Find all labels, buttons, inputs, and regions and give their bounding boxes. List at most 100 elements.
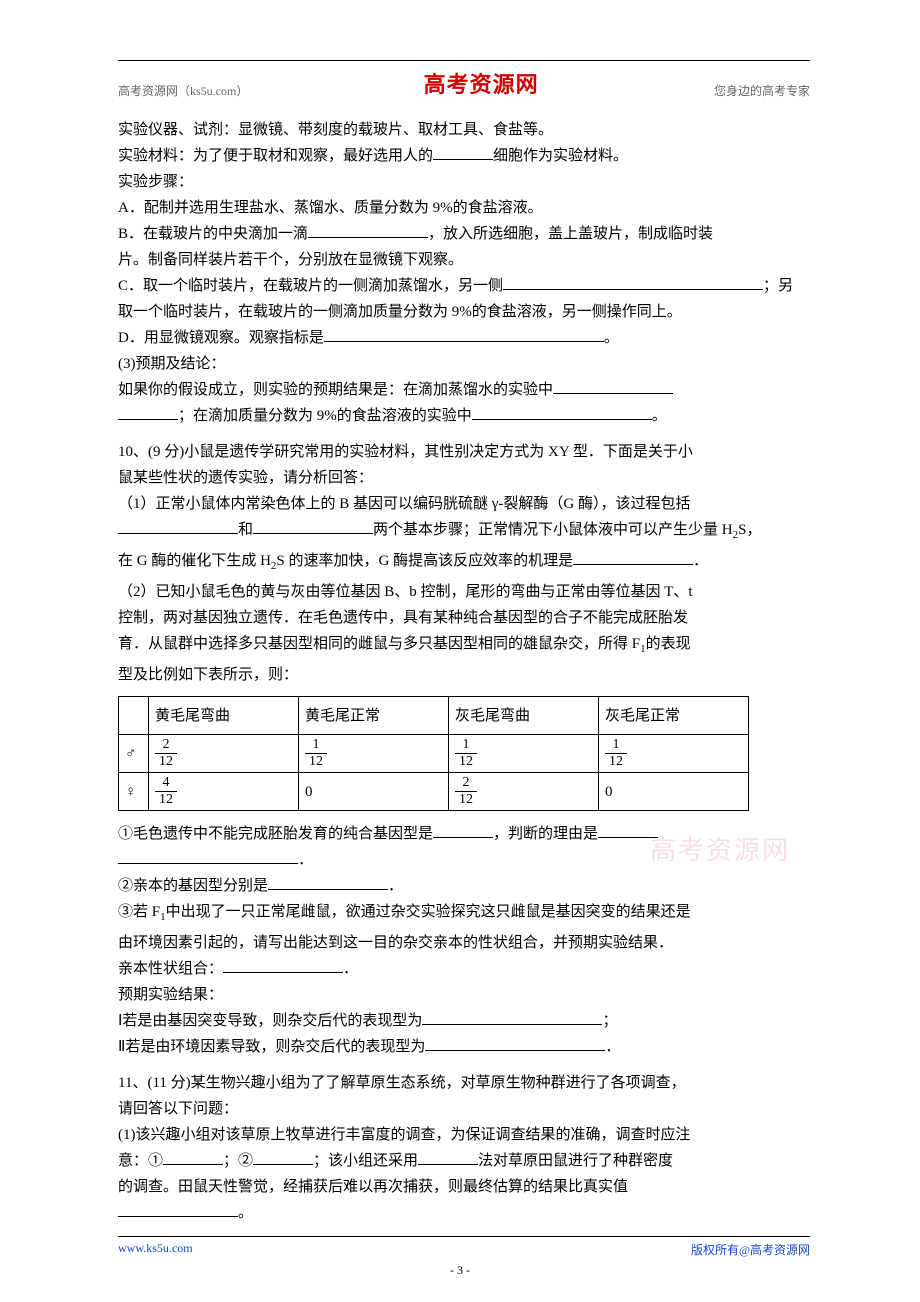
q10-part2-line2: 控制，两对基因独立遗传．在毛色遗传中，具有某种纯合基因型的合子不能完成胚胎发 xyxy=(118,605,810,631)
q10-sub3-line1: ③若 F1中出现了一只正常尾雌鼠，欲通过杂交实验探究这只雌鼠是基因突变的结果还是 xyxy=(118,899,810,930)
text: 育．从鼠群中选择多只基因型相同的雌鼠与多只基因型相同的雄鼠杂交，所得 F xyxy=(118,636,640,652)
text: 和 xyxy=(238,522,253,538)
q10-sub1-line1: ①毛色遗传中不能完成胚胎发育的纯合基因型是 ，判断的理由是 xyxy=(118,821,810,847)
text: Ⅰ若是由基因突变导致，则杂交后代的表现型为 xyxy=(118,1013,422,1029)
text: ． xyxy=(693,553,708,569)
q10-intro-line2: 鼠某些性状的遗传实验，请分析回答： xyxy=(118,465,810,491)
cell: 0 xyxy=(299,773,449,811)
text: ；该小组还采用 xyxy=(313,1153,418,1169)
line-instruments: 实验仪器、试剂：显微镜、带刻度的载玻片、取材工具、食盐等。 xyxy=(118,117,810,143)
blank xyxy=(433,144,493,160)
expected-line2: ；在滴加质量分数为 9%的食盐溶液的实验中 。 xyxy=(118,403,810,429)
text: 。 xyxy=(604,330,619,346)
frac-den: 12 xyxy=(155,754,177,769)
blank xyxy=(118,848,298,864)
page-number: - 3 - xyxy=(0,1263,920,1278)
q10-sub3-line3: 亲本性状组合：． xyxy=(118,956,810,982)
step-c-line1: C．取一个临时装片，在载玻片的一侧滴加蒸馏水，另一侧 ；另 xyxy=(118,273,810,299)
text: ． xyxy=(388,878,403,894)
text: C．取一个临时装片，在载玻片的一侧滴加蒸馏水，另一侧 xyxy=(118,278,503,294)
table-header: 黄毛尾弯曲 xyxy=(149,697,299,735)
text: ，判断的理由是 xyxy=(493,826,598,842)
table-header: 灰毛尾弯曲 xyxy=(449,697,599,735)
q10-II: Ⅱ若是由环境因素导致，则杂交后代的表现型为． xyxy=(118,1034,810,1060)
frac-den: 12 xyxy=(305,754,327,769)
table-header: 灰毛尾正常 xyxy=(599,697,749,735)
text: ． xyxy=(343,961,358,977)
frac-num: 1 xyxy=(605,738,627,754)
text: 细胞作为实验材料。 xyxy=(493,148,628,164)
table-header-blank xyxy=(119,697,149,735)
text: 两个基本步骤；正常情况下小鼠体液中可以产生少量 H xyxy=(373,522,733,538)
row-label-male: ♂ xyxy=(119,735,149,773)
table-row-male: ♂ 212 112 112 112 xyxy=(119,735,749,773)
q11-1-line2: 意：①；②；该小组还采用法对草原田鼠进行了种群密度 xyxy=(118,1148,810,1174)
text: 实验材料：为了便于取材和观察，最好选用人的 xyxy=(118,148,433,164)
q10-sub3-line2: 由环境因素引起的，请写出能达到这一目的杂交亲本的性状组合，并预期实验结果． xyxy=(118,930,810,956)
line-steps-heading: 实验步骤： xyxy=(118,169,810,195)
cell: 112 xyxy=(299,735,449,773)
cell: 0 xyxy=(599,773,749,811)
blank xyxy=(425,1035,605,1051)
expected-line1: 如果你的假设成立，则实验的预期结果是：在滴加蒸馏水的实验中 xyxy=(118,377,810,403)
step-d: D．用显微镜观察。观察指标是 。 xyxy=(118,325,810,351)
row-label-female: ♀ xyxy=(119,773,149,811)
text: 中出现了一只正常尾雌鼠，欲通过杂交实验探究这只雌鼠是基因突变的结果还是 xyxy=(166,904,691,920)
text: ，放入所选细胞，盖上盖玻片，制成临时装 xyxy=(428,226,713,242)
q11-intro-line1: 11、(11 分)某生物兴趣小组为了了解草原生态系统，对草原生物种群进行了各项调… xyxy=(118,1070,810,1096)
frac-num: 2 xyxy=(455,776,477,792)
text: ；在滴加质量分数为 9%的食盐溶液的实验中 xyxy=(178,408,472,424)
frac-num: 4 xyxy=(155,776,177,792)
text: D．用显微镜观察。观察指标是 xyxy=(118,330,324,346)
document-body: 实验仪器、试剂：显微镜、带刻度的载玻片、取材工具、食盐等。 实验材料：为了便于取… xyxy=(118,117,810,1226)
blank xyxy=(253,1149,313,1165)
text: ；另 xyxy=(763,278,793,294)
blank xyxy=(324,326,604,342)
header-right-text: 您身边的高考专家 xyxy=(714,82,810,99)
header-rule xyxy=(118,60,810,61)
text: 。 xyxy=(652,408,667,424)
frac-num: 1 xyxy=(455,738,477,754)
blank xyxy=(598,822,658,838)
table-header-row: 黄毛尾弯曲 黄毛尾正常 灰毛尾弯曲 灰毛尾正常 xyxy=(119,697,749,735)
blank xyxy=(503,274,763,290)
frac-den: 12 xyxy=(605,754,627,769)
cell: 112 xyxy=(449,735,599,773)
text: B．在载玻片的中央滴加一滴 xyxy=(118,226,308,242)
q10-part1-line3: 在 G 酶的催化下生成 H2S 的速率加快，G 酶提高该反应效率的机理是． xyxy=(118,548,810,579)
blank xyxy=(422,1009,602,1025)
text: ①毛色遗传中不能完成胚胎发育的纯合基因型是 xyxy=(118,826,433,842)
header-center-title: 高考资源网 xyxy=(424,67,539,99)
text: 如果你的假设成立，则实验的预期结果是：在滴加蒸馏水的实验中 xyxy=(118,382,553,398)
blank xyxy=(253,518,373,534)
text: ． xyxy=(298,852,313,868)
header-left-text: 高考资源网（ks5u.com） xyxy=(118,82,248,99)
text: ； xyxy=(602,1013,617,1029)
cell: 212 xyxy=(449,773,599,811)
text: Ⅱ若是由环境因素导致，则杂交后代的表现型为 xyxy=(118,1039,425,1055)
page-footer: www.ks5u.com 版权所有@高考资源网 xyxy=(118,1236,810,1258)
blank xyxy=(553,378,673,394)
blank xyxy=(472,404,652,420)
blank xyxy=(223,957,343,973)
blank xyxy=(118,1201,238,1217)
footer-row: www.ks5u.com 版权所有@高考资源网 xyxy=(118,1241,810,1258)
cell: 212 xyxy=(149,735,299,773)
step-a: A．配制并选用生理盐水、蒸馏水、质量分数为 9%的食盐溶液。 xyxy=(118,195,810,221)
q10-intro-line1: 10、(9 分)小鼠是遗传学研究常用的实验材料，其性别决定方式为 XY 型．下面… xyxy=(118,439,810,465)
frac-den: 12 xyxy=(455,754,477,769)
phenotype-ratio-table: 黄毛尾弯曲 黄毛尾正常 灰毛尾弯曲 灰毛尾正常 ♂ 212 112 112 11… xyxy=(118,696,749,811)
q10-pre-heading: 预期实验结果： xyxy=(118,982,810,1008)
sub3-heading: (3)预期及结论： xyxy=(118,351,810,377)
text: 在 G 酶的催化下生成 H xyxy=(118,553,271,569)
step-b-line2: 片。制备同样装片若干个，分别放在显微镜下观察。 xyxy=(118,247,810,273)
step-c-line2: 取一个临时装片，在载玻片的一侧滴加质量分数为 9%的食盐溶液，另一侧操作同上。 xyxy=(118,299,810,325)
blank xyxy=(308,222,428,238)
text: ③若 F xyxy=(118,904,160,920)
q11-1-line3: 的调查。田鼠天性警觉，经捕获后难以再次捕获，则最终估算的结果比真实值 xyxy=(118,1174,810,1200)
blank xyxy=(268,874,388,890)
frac-num: 2 xyxy=(155,738,177,754)
line-materials: 实验材料：为了便于取材和观察，最好选用人的 细胞作为实验材料。 xyxy=(118,143,810,169)
blank xyxy=(163,1149,223,1165)
blank xyxy=(418,1149,478,1165)
